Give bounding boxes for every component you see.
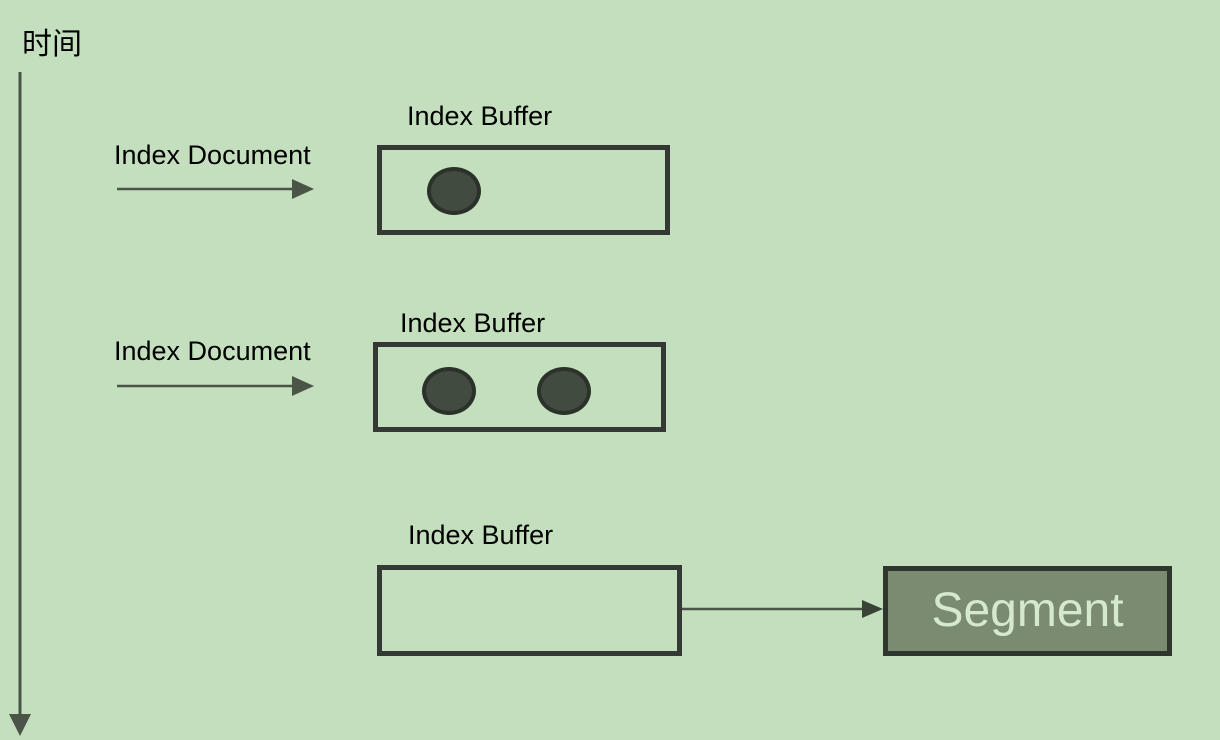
time-axis-label: 时间 <box>22 27 82 62</box>
flush-arrowhead <box>862 600 883 618</box>
time-axis-arrowhead <box>9 714 31 736</box>
document-dot <box>537 367 591 415</box>
document-dot <box>427 167 481 215</box>
index-buffer-label-3: Index Buffer <box>408 520 554 550</box>
index-buffer-box-2 <box>373 342 666 432</box>
index-buffer-label-2: Index Buffer <box>400 308 546 338</box>
document-dot <box>422 367 476 415</box>
index-buffer-label-1: Index Buffer <box>407 101 553 131</box>
index-document-arrowhead-1 <box>292 179 314 199</box>
segment-label: Segment <box>931 584 1124 637</box>
index-document-label-1: Index Document <box>114 140 311 170</box>
index-buffer-box-1 <box>377 145 670 235</box>
index-buffer-box-3 <box>377 565 682 656</box>
segment-box: Segment <box>883 566 1172 656</box>
index-document-arrowhead-2 <box>292 376 314 396</box>
index-document-label-2: Index Document <box>114 336 311 366</box>
